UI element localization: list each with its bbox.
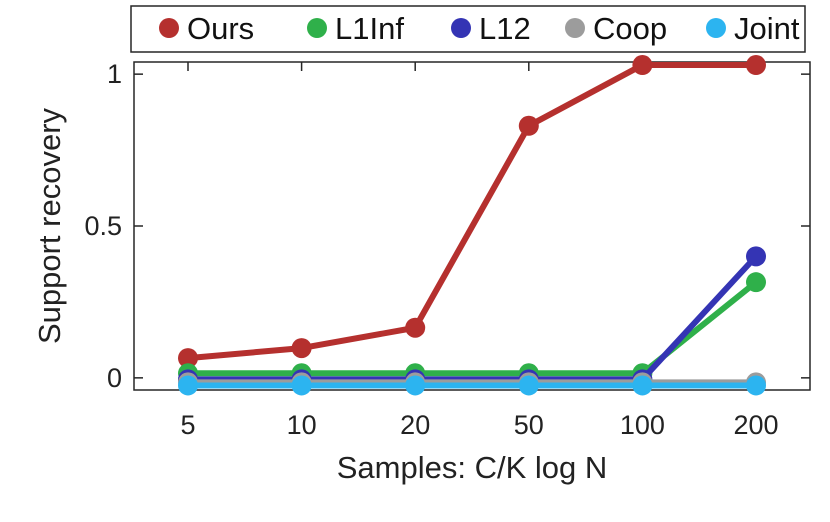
y-tick-label: 0.5 (84, 211, 122, 241)
data-point (746, 55, 766, 76)
x-tick-label: 5 (180, 410, 195, 440)
y-axis-label: Support recovery (32, 107, 67, 344)
legend-entry: Joint (734, 11, 800, 46)
data-point (518, 115, 539, 136)
legend-entry: Coop (593, 11, 667, 46)
series-line (185, 253, 759, 383)
y-tick-label: 0 (107, 363, 122, 393)
legend-marker (451, 18, 471, 38)
legend-entry: L12 (479, 11, 531, 46)
legend-marker (706, 18, 726, 38)
data-point (291, 338, 312, 359)
x-tick-label: 50 (514, 410, 544, 440)
x-tick-label: 200 (733, 410, 778, 440)
legend-marker (565, 18, 585, 38)
series-layer (178, 55, 766, 396)
data-point (632, 375, 653, 396)
x-axis-label: Samples: C/K log N (337, 450, 608, 485)
data-point (178, 375, 198, 396)
data-point (518, 375, 539, 396)
data-point (405, 375, 426, 396)
data-point (405, 317, 426, 338)
legend-entry: L1Inf (335, 11, 404, 46)
y-tick-label: 1 (107, 59, 122, 89)
series-line (185, 62, 759, 362)
data-point (746, 375, 766, 396)
legend-marker (159, 18, 179, 38)
series-joint (178, 375, 766, 396)
legend-entry: Ours (187, 11, 254, 46)
data-point (746, 246, 766, 267)
series-ours (178, 55, 766, 369)
y-axis: 00.51 (84, 59, 810, 393)
data-point (178, 348, 198, 369)
x-tick-label: 100 (620, 410, 665, 440)
legend: Ours L1Inf L12 Coop Joint (130, 5, 806, 53)
x-tick-label: 20 (400, 410, 430, 440)
data-point (291, 375, 312, 396)
data-point (746, 272, 766, 293)
legend-marker (307, 18, 327, 38)
data-point (632, 55, 653, 76)
x-tick-label: 10 (287, 410, 317, 440)
x-axis: 5 10 20 50 100 200 (180, 62, 779, 440)
